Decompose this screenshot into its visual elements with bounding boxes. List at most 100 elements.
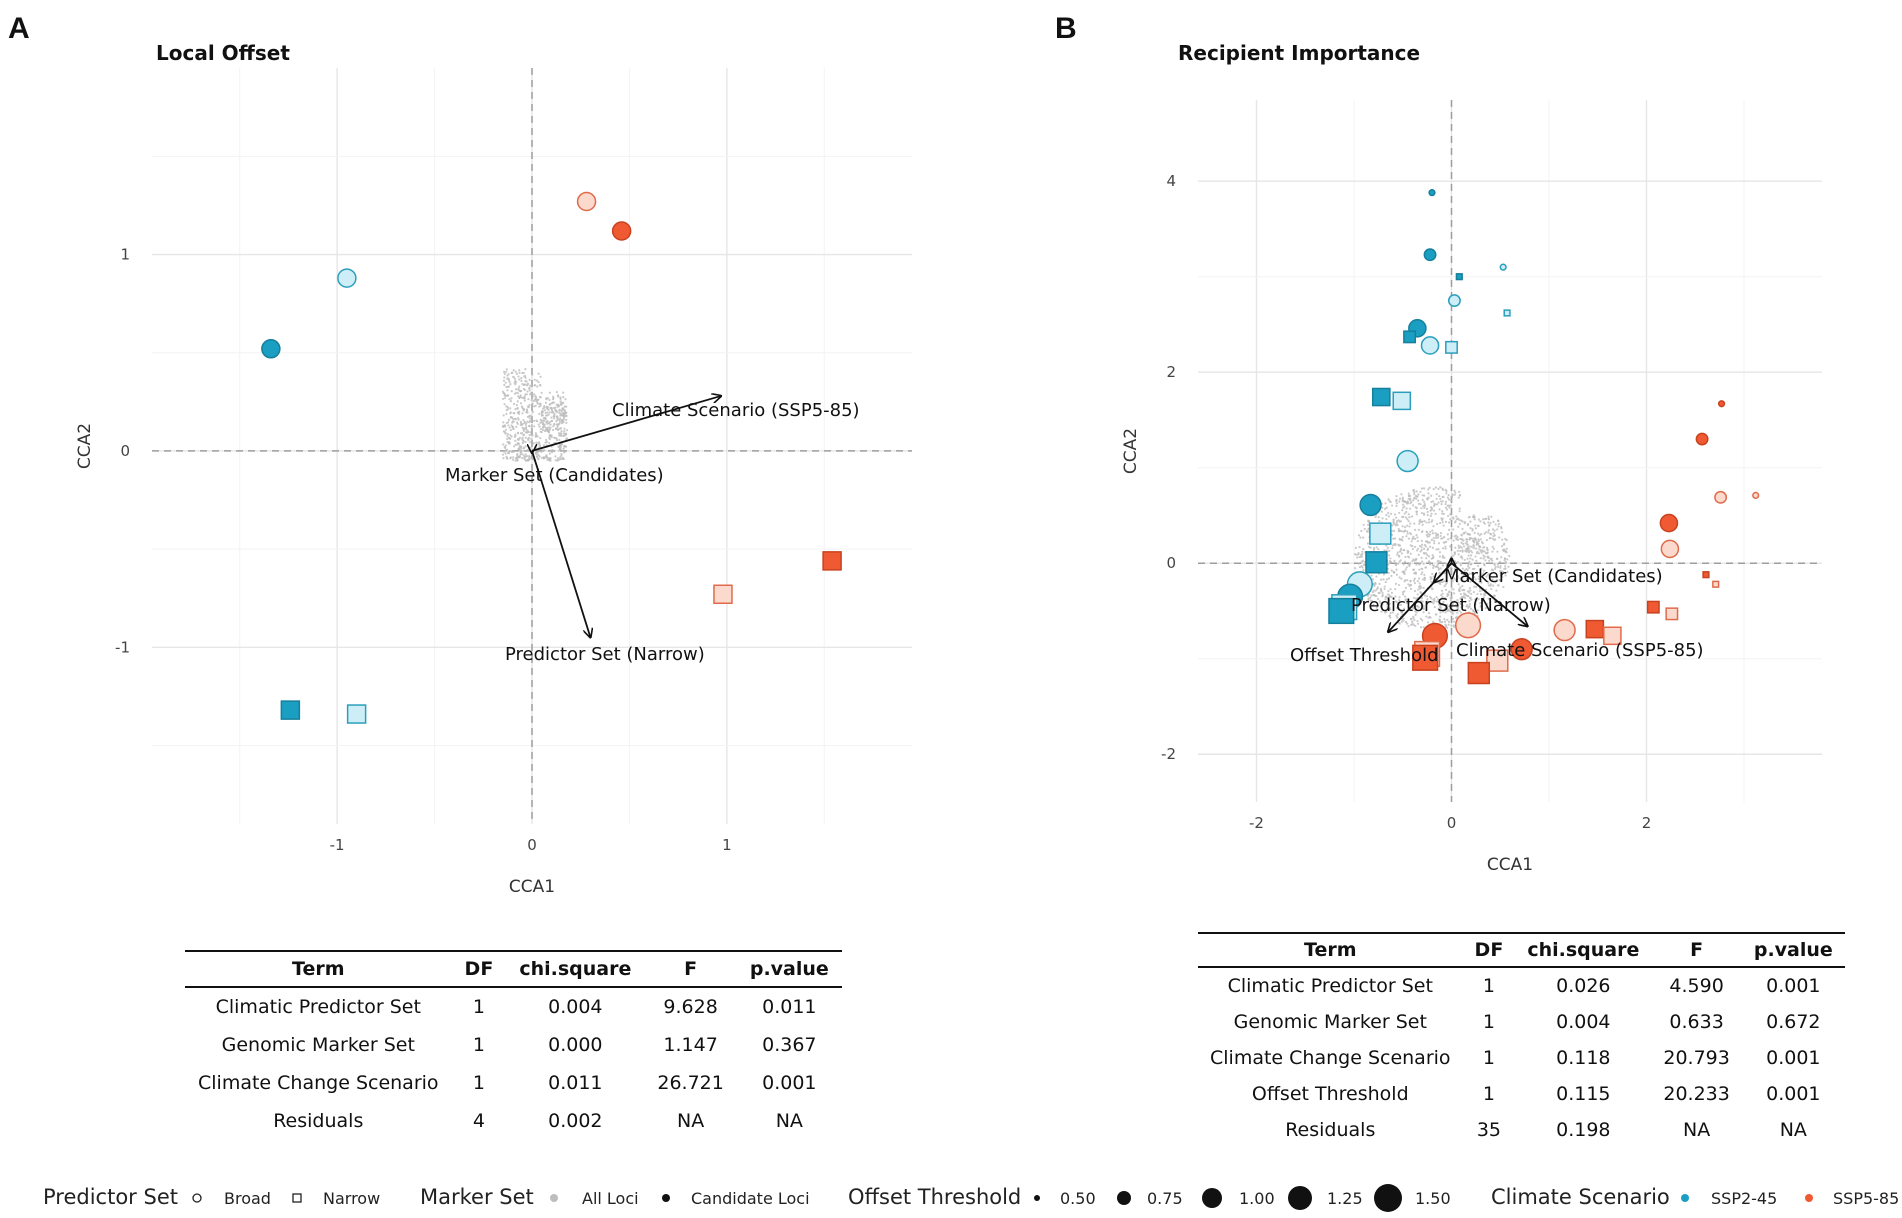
locus-point <box>507 418 511 421</box>
locus-point <box>1396 553 1399 556</box>
locus-point <box>556 411 559 414</box>
locus-point <box>521 412 524 415</box>
locus-point <box>507 373 510 376</box>
data-point-circle <box>1553 618 1576 642</box>
locus-point <box>1409 507 1412 510</box>
locus-point <box>1468 599 1471 603</box>
locus-point <box>1499 564 1502 568</box>
locus-point <box>1417 588 1420 591</box>
locus-point <box>1422 604 1425 607</box>
locus-point <box>1432 504 1436 508</box>
locus-point <box>1449 518 1452 521</box>
locus-point <box>537 441 540 444</box>
locus-point <box>1374 515 1377 519</box>
locus-point <box>1459 597 1462 600</box>
legend-item-offset: 0.50 <box>1060 1189 1096 1208</box>
locus-point <box>537 423 540 426</box>
locus-point <box>1468 596 1472 599</box>
table-cell: Residuals <box>1285 1119 1376 1141</box>
locus-point <box>548 411 551 414</box>
locus-point <box>1481 574 1484 577</box>
locus-point <box>1437 542 1441 545</box>
locus-point <box>506 385 509 389</box>
arrow-line <box>531 450 590 638</box>
locus-point <box>1456 606 1459 609</box>
locus-point <box>1406 549 1409 552</box>
locus-point <box>531 402 534 405</box>
locus-point <box>1444 583 1447 586</box>
locus-point <box>1449 610 1452 613</box>
locus-point <box>538 412 541 415</box>
locus-point <box>530 420 533 423</box>
locus-point <box>1442 495 1445 498</box>
locus-point <box>512 445 516 448</box>
locus-point <box>1491 528 1495 531</box>
locus-point <box>506 408 509 411</box>
locus-point <box>504 381 507 384</box>
locus-point <box>1460 534 1463 537</box>
locus-point <box>1386 600 1390 603</box>
locus-point <box>1367 597 1370 600</box>
locus-point <box>1378 600 1381 603</box>
locus-point <box>1399 559 1402 562</box>
locus-point <box>1487 529 1490 532</box>
locus-point <box>539 427 543 431</box>
locus-point <box>1390 591 1393 594</box>
locus-point <box>1403 590 1406 593</box>
locus-point <box>525 422 528 425</box>
table-header-cell: F <box>1651 932 1742 968</box>
locus-point <box>1424 566 1427 569</box>
locus-point <box>560 453 563 456</box>
table-cell: 0.001 <box>1766 975 1821 997</box>
locus-point <box>1373 546 1376 550</box>
locus-point <box>1475 559 1478 562</box>
locus-point <box>1411 515 1414 518</box>
locus-point <box>1457 553 1460 556</box>
arrow-label: Predictor Set (Narrow) <box>1351 595 1551 616</box>
locus-point <box>1432 575 1435 578</box>
locus-point <box>541 450 545 453</box>
locus-point <box>528 425 531 428</box>
locus-point <box>537 457 540 460</box>
locus-point <box>1395 573 1399 576</box>
locus-point <box>526 405 530 408</box>
locus-point <box>1458 609 1461 613</box>
table-cell: 0.367 <box>762 1034 817 1056</box>
locus-point <box>1398 576 1401 579</box>
locus-point <box>1489 536 1492 540</box>
locus-point <box>1461 550 1464 553</box>
locus-point <box>1453 551 1456 554</box>
locus-point <box>1427 532 1430 536</box>
locus-point <box>1470 598 1473 601</box>
locus-point <box>1477 518 1480 521</box>
locus-point <box>1452 516 1455 519</box>
locus-point <box>540 414 543 417</box>
locus-point <box>1445 607 1449 611</box>
locus-point <box>1358 565 1362 569</box>
locus-point <box>511 371 514 374</box>
legend-item-narrow: Narrow <box>323 1189 380 1208</box>
legend-item-ssp585: SSP5-85 <box>1833 1189 1899 1208</box>
locus-point <box>1475 585 1478 589</box>
locus-point <box>1476 592 1479 596</box>
locus-point <box>1447 609 1450 612</box>
locus-point <box>1477 552 1481 555</box>
locus-point <box>1453 571 1456 574</box>
locus-point <box>1485 538 1489 542</box>
table-cell: 0.633 <box>1669 1011 1724 1033</box>
locus-point <box>1468 538 1471 541</box>
locus-point <box>518 371 521 374</box>
locus-point <box>1427 492 1430 495</box>
locus-point <box>518 369 521 372</box>
locus-point <box>1379 604 1383 607</box>
locus-point <box>510 390 513 393</box>
locus-point <box>1425 595 1428 598</box>
locus-point <box>515 388 518 391</box>
data-point-circle <box>261 339 281 359</box>
data-point-square <box>1372 387 1391 407</box>
locus-point <box>1384 581 1387 584</box>
locus-point <box>506 457 509 460</box>
locus-point <box>507 424 510 427</box>
locus-point <box>1432 536 1435 540</box>
locus-point <box>534 435 537 438</box>
